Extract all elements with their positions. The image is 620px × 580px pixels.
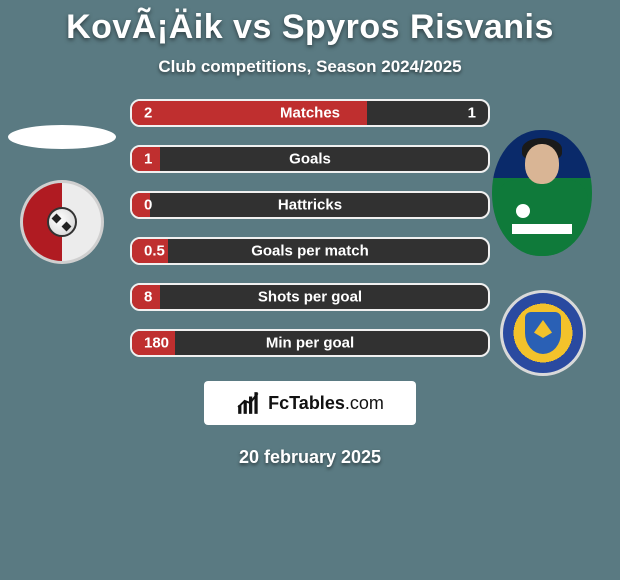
team-right-crest [500,290,600,376]
team-left-crest [20,180,120,266]
stat-label: Matches [132,105,488,122]
stat-bar: 0Hattricks [130,191,490,219]
brand-name: FcTables [268,393,345,413]
stat-right-value: 1 [468,105,476,122]
stat-bar: 180Min per goal [130,329,490,357]
brand-watermark: FcTables.com [204,381,416,425]
stat-label: Min per goal [132,335,488,352]
player-right-photo [492,130,592,256]
page-subtitle: Club competitions, Season 2024/2025 [0,57,620,77]
stat-label: Goals [132,151,488,168]
brand-text: FcTables.com [268,393,384,414]
chart-icon [236,390,262,416]
stat-label: Shots per goal [132,289,488,306]
player-left-photo-placeholder [8,125,116,149]
comparison-infographic: KovÃ¡Äik vs Spyros Risvanis Club competi… [0,0,620,580]
stat-bar: 1Goals [130,145,490,173]
page-title: KovÃ¡Äik vs Spyros Risvanis [0,0,620,47]
stat-bar: 0.5Goals per match [130,237,490,265]
stat-label: Hattricks [132,197,488,214]
stats-bars: 2Matches11Goals0Hattricks0.5Goals per ma… [130,99,490,357]
brand-suffix: .com [345,393,384,413]
stat-bar: 8Shots per goal [130,283,490,311]
stat-label: Goals per match [132,243,488,260]
stat-bar: 2Matches1 [130,99,490,127]
infographic-date: 20 february 2025 [0,447,620,468]
